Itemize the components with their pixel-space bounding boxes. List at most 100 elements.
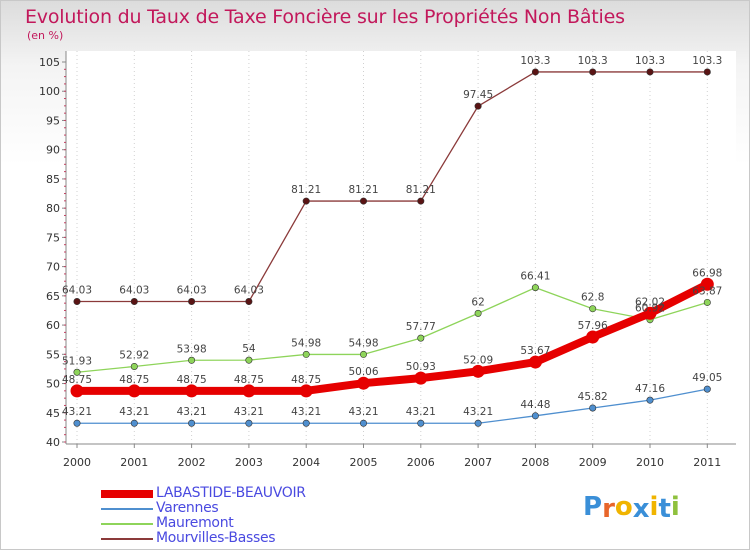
x-tick-label: 2011 [693,456,721,469]
legend-label: LABASTIDE-BEAUVOIR [156,485,306,501]
data-point [245,356,253,364]
logo-letter: t [658,494,671,524]
data-point [130,298,138,306]
x-tick-label: 2000 [63,456,91,469]
x-tick-label: 2007 [464,456,492,469]
legend-label: Varennes [156,500,219,516]
y-tick-label: 70 [46,261,60,274]
data-point [302,350,310,358]
data-point [646,68,654,76]
data-point [127,384,141,398]
x-tick-label: 2002 [178,456,206,469]
data-point [586,330,600,344]
x-tick-label: 2006 [407,456,435,469]
data-label: 53.67 [520,345,550,357]
data-label: 52.92 [119,349,149,361]
legend-swatch [101,523,153,525]
data-point [700,277,714,291]
data-point [589,305,597,313]
logo-letter: i [670,492,680,522]
data-label: 48.75 [119,374,149,386]
data-label: 51.93 [62,355,92,367]
data-point [245,298,253,306]
series-line-mourvilles-basses [76,71,708,303]
y-tick-label: 85 [46,173,60,186]
data-point [359,419,367,427]
y-tick-label: 90 [46,144,60,157]
data-point [474,102,482,110]
data-point [70,384,84,398]
data-point [130,362,138,370]
data-label: 103.3 [578,55,608,67]
data-point [245,419,253,427]
data-label: 44.48 [520,399,550,411]
data-point [643,306,657,320]
data-label: 60.92 [635,303,665,315]
data-label: 43.21 [62,406,92,418]
data-point [703,385,711,393]
data-point [531,68,539,76]
data-point [474,309,482,317]
logo-letter: i [649,492,659,522]
x-tick-label: 2001 [120,456,148,469]
proxiti-logo: Proxiti [583,492,680,524]
data-label: 43.21 [291,406,321,418]
data-label: 57.96 [578,320,608,332]
y-tick-label: 45 [46,407,60,420]
data-point [242,384,256,398]
x-tick-label: 2009 [579,456,607,469]
y-tick-label: 60 [46,319,60,332]
data-point [703,68,711,76]
x-tick-label: 2005 [350,456,378,469]
data-point [130,419,138,427]
y-tick-label: 55 [46,348,60,361]
data-label: 54.98 [348,337,378,349]
data-label: 62.02 [635,296,665,308]
data-point [73,368,81,376]
y-tick-label: 100 [39,85,60,98]
data-label: 62 [471,296,484,308]
data-label: 43.21 [119,406,149,418]
y-tick-label: 80 [46,202,60,215]
data-label: 52.09 [463,354,493,366]
y-tick-label: 75 [46,231,60,244]
data-label: 49.05 [692,372,722,384]
data-label: 81.21 [406,184,436,196]
data-point [531,284,539,292]
data-label: 47.16 [635,383,665,395]
line-chart: 40 45 50 55 60 65 70 75 80 85 90 95 100 105 2000 2001 20… [39,51,736,469]
data-label: 43.21 [348,406,378,418]
data-label: 97.45 [463,89,493,101]
data-label: 81.21 [348,184,378,196]
data-label: 62.8 [581,292,604,304]
data-point [703,298,711,306]
data-label: 103.3 [692,55,722,67]
data-label: 43.21 [406,406,436,418]
data-label: 64.03 [234,285,264,297]
logo-letter: P [583,492,603,522]
series-line-labastide-beauvoir [73,280,712,395]
data-point [417,334,425,342]
data-label: 64.03 [119,285,149,297]
logo-letter: r [602,494,615,524]
x-tick-label: 2003 [235,456,263,469]
chart-title: Evolution du Taux de Taxe Foncière sur l… [25,6,625,28]
data-point [188,298,196,306]
data-label: 48.75 [291,374,321,386]
legend-label: Mauremont [156,515,234,531]
data-label: 66.98 [692,267,722,279]
data-point [471,364,485,378]
series-line-mauremont [76,286,708,373]
data-label: 57.77 [406,321,436,333]
data-label: 53.98 [177,343,207,355]
data-point [302,197,310,205]
logo-letter: o [614,492,633,522]
y-tick-label: 105 [39,56,60,69]
data-point [73,419,81,427]
data-label: 54.98 [291,337,321,349]
data-label: 63.87 [692,285,722,297]
y-axis-unit: (en %) [27,29,64,42]
data-point [417,197,425,205]
data-point [357,376,370,390]
